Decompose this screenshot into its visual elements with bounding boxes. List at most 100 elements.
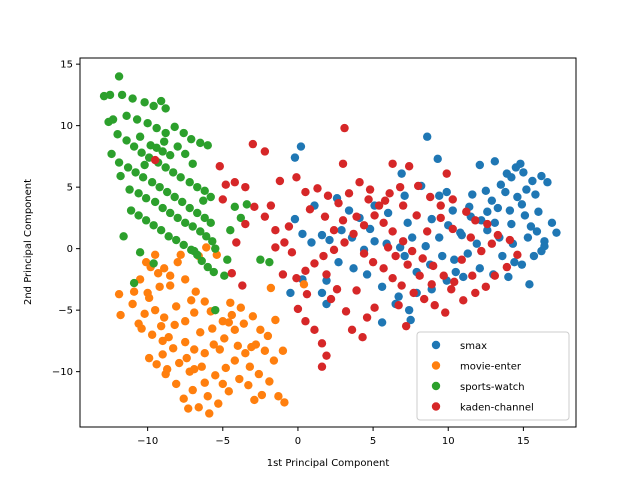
point-smax-54	[463, 249, 472, 258]
point-smax-7	[501, 187, 510, 197]
point-kaden-channel-64	[260, 212, 270, 221]
point-smax-71	[349, 264, 358, 273]
point-kaden-channel-29	[483, 219, 492, 229]
point-movie-enter-98	[190, 364, 199, 374]
point-kaden-channel-49	[340, 238, 349, 247]
point-movie-enter-58	[269, 356, 279, 365]
point-movie-enter-45	[175, 358, 184, 368]
point-movie-enter-18	[116, 310, 125, 320]
point-kaden-channel-93	[332, 285, 342, 294]
point-kaden-channel-119	[388, 159, 397, 168]
point-movie-enter-29	[239, 319, 249, 328]
point-smax-47	[307, 238, 316, 247]
point-sports-watch-48	[125, 185, 134, 194]
point-smax-72	[334, 257, 343, 267]
point-kaden-channel-33	[502, 262, 512, 272]
point-smax-98	[456, 228, 465, 237]
point-smax-37	[421, 241, 430, 251]
point-sports-watch-84	[236, 213, 246, 223]
point-smax-99	[534, 207, 543, 216]
point-smax-18	[490, 218, 500, 228]
point-movie-enter-14	[159, 313, 169, 322]
point-movie-enter-50	[224, 387, 233, 396]
point-kaden-channel-9	[292, 173, 301, 182]
point-sports-watch-13	[152, 123, 161, 133]
point-sports-watch-66	[171, 235, 181, 245]
point-movie-enter-13	[170, 320, 179, 330]
point-kaden-channel-24	[426, 192, 435, 202]
legend-label-smax: smax	[460, 341, 487, 352]
point-kaden-channel-12	[323, 191, 333, 200]
y-tick-label: −5	[58, 306, 73, 317]
point-sports-watch-44	[193, 208, 202, 218]
point-kaden-channel-51	[319, 251, 328, 261]
point-kaden-channel-105	[423, 227, 432, 236]
point-kaden-channel-6	[248, 139, 258, 149]
point-sports-watch-99	[104, 117, 113, 127]
point-movie-enter-56	[280, 398, 289, 407]
point-kaden-channel-76	[338, 216, 348, 225]
point-movie-enter-87	[156, 321, 166, 331]
y-axis-label: 2nd Principal Component	[23, 179, 34, 305]
point-kaden-channel-59	[322, 351, 331, 360]
point-movie-enter-44	[158, 350, 167, 359]
point-movie-enter-75	[202, 243, 211, 252]
point-movie-enter-30	[248, 312, 258, 321]
point-sports-watch-77	[190, 246, 199, 256]
point-sports-watch-56	[188, 222, 197, 231]
point-sports-watch-64	[156, 226, 166, 235]
point-sports-watch-51	[150, 197, 160, 207]
point-movie-enter-49	[214, 399, 223, 408]
point-smax-93	[406, 315, 415, 325]
point-kaden-channel-78	[359, 249, 369, 258]
point-kaden-channel-113	[302, 289, 312, 299]
point-kaden-channel-83	[409, 288, 418, 298]
point-smax-4	[537, 171, 546, 181]
point-movie-enter-0	[150, 250, 160, 259]
point-kaden-channel-94	[322, 270, 331, 279]
point-smax-62	[510, 257, 519, 267]
point-movie-enter-37	[211, 371, 220, 380]
point-sports-watch-71	[203, 262, 212, 272]
point-kaden-channel-42	[407, 246, 417, 256]
point-movie-enter-53	[254, 369, 264, 379]
point-kaden-channel-115	[447, 285, 456, 294]
point-smax-23	[475, 160, 485, 170]
point-movie-enter-54	[265, 377, 274, 386]
point-movie-enter-47	[194, 403, 203, 412]
point-smax-100	[540, 241, 549, 251]
point-kaden-channel-4	[230, 178, 240, 187]
point-sports-watch-78	[211, 305, 220, 315]
point-sports-watch-80	[220, 271, 229, 280]
legend-box	[416, 331, 570, 421]
point-sports-watch-65	[164, 232, 173, 241]
point-smax-41	[370, 237, 379, 246]
point-movie-enter-25	[200, 349, 209, 358]
point-kaden-channel-98	[427, 280, 436, 289]
point-kaden-channel-37	[459, 296, 468, 305]
y-tick-label: 5	[67, 183, 73, 194]
point-smax-97	[286, 288, 295, 298]
point-sports-watch-31	[200, 186, 209, 196]
point-kaden-channel-67	[232, 238, 241, 247]
point-sports-watch-49	[134, 189, 143, 198]
series-kaden-channel	[150, 123, 522, 371]
point-smax-29	[523, 233, 533, 242]
y-tick-label: 10	[60, 121, 73, 132]
point-kaden-channel-92	[352, 286, 361, 295]
point-sports-watch-0	[114, 72, 124, 81]
point-smax-88	[290, 153, 300, 162]
point-kaden-channel-10	[301, 187, 310, 197]
point-movie-enter-65	[153, 269, 163, 278]
point-kaden-channel-87	[394, 301, 403, 310]
point-sports-watch-4	[128, 94, 137, 103]
point-sports-watch-98	[140, 160, 149, 170]
point-sports-watch-97	[188, 159, 197, 168]
point-movie-enter-73	[226, 298, 235, 307]
point-movie-enter-5	[155, 282, 164, 291]
point-movie-enter-78	[159, 264, 169, 273]
point-kaden-channel-106	[412, 211, 421, 220]
point-movie-enter-79	[215, 345, 224, 354]
point-movie-enter-38	[200, 378, 209, 387]
point-smax-89	[290, 214, 300, 224]
